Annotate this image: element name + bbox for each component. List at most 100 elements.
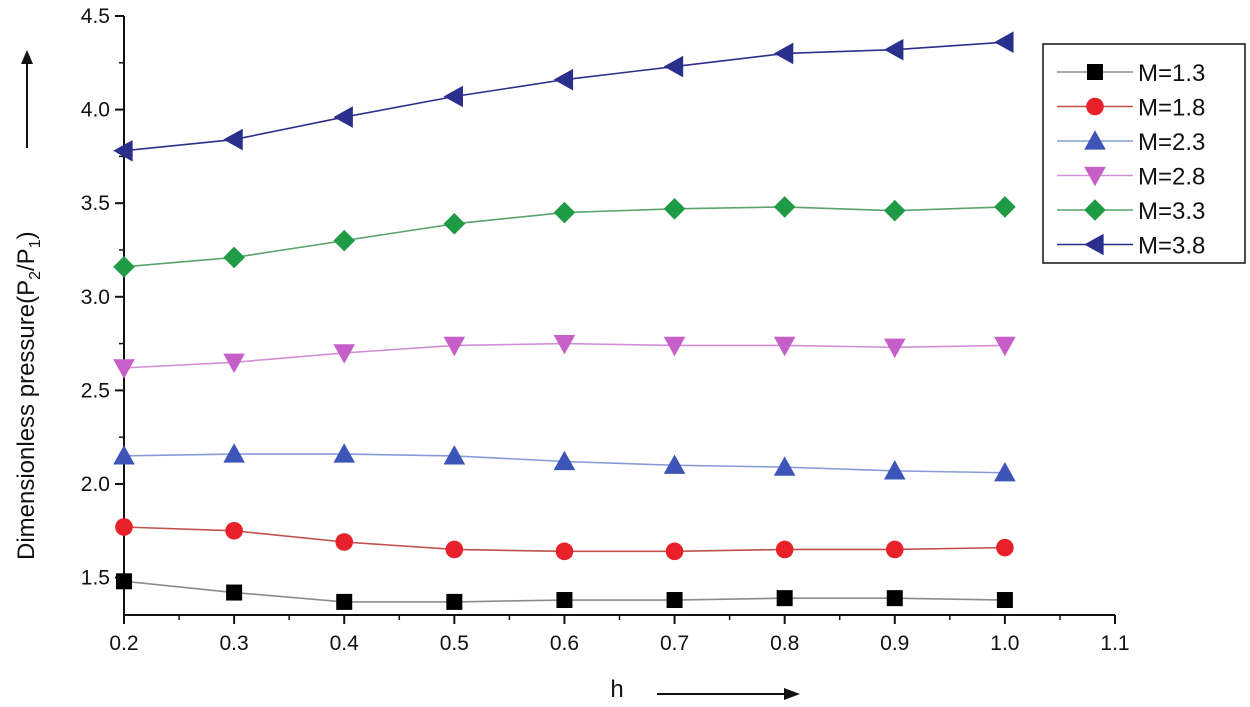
- data-point: [553, 450, 576, 471]
- data-point: [333, 229, 356, 252]
- x-axis-arrow: [657, 688, 800, 700]
- legend-item: M=3.3: [1057, 198, 1205, 225]
- data-point: [443, 212, 466, 235]
- data-point: [555, 542, 574, 561]
- series-m-3-8: [113, 31, 1014, 162]
- data-point: [994, 196, 1016, 218]
- x-tick-label: 0.3: [220, 632, 249, 655]
- data-point: [553, 68, 574, 91]
- data-point: [553, 334, 576, 355]
- y-tick-label: 2.5: [81, 379, 110, 402]
- legend-marker: [1084, 130, 1106, 150]
- data-point: [113, 359, 135, 379]
- x-tick-label: 1.1: [1100, 632, 1129, 655]
- y-axis-arrow: [21, 50, 33, 148]
- series-line: [123, 41, 1005, 152]
- data-point: [773, 456, 796, 476]
- data-point: [443, 336, 466, 357]
- data-point: [883, 460, 906, 480]
- legend-marker: [1087, 64, 1103, 80]
- legend-item: M=2.8: [1057, 164, 1205, 191]
- x-tick-label: 0.2: [109, 632, 138, 655]
- x-tick-label: 0.4: [330, 632, 360, 655]
- data-point: [445, 540, 464, 559]
- data-point: [335, 533, 354, 551]
- data-point: [226, 584, 243, 601]
- data-point: [225, 521, 243, 540]
- y-tick-label: 1.5: [81, 567, 110, 590]
- data-point: [883, 338, 906, 359]
- axis-ticks: 0.2 0.3 0.4 0.5 0.6 0.7 0.8 0.9 1.0 1.1 1.5 2.0 2.5 3…: [81, 5, 1130, 655]
- x-tick-label: 0.8: [770, 632, 799, 655]
- legend-marker: [1084, 233, 1104, 256]
- x-tick-label: 0.5: [440, 632, 469, 655]
- legend-label: M=1.3: [1138, 60, 1205, 87]
- data-point: [883, 38, 904, 61]
- legend-item: M=1.3: [1057, 60, 1205, 87]
- x-tick-label: 0.7: [660, 632, 689, 655]
- y-tick-label: 4.5: [81, 5, 110, 28]
- legend-item: M=2.3: [1057, 129, 1205, 156]
- y-tick-label: 3.5: [81, 192, 110, 215]
- legend: M=1.3 M=1.8 M=2.3 M=2.8 M=3.3 M=3.8: [1057, 60, 1205, 260]
- data-point: [666, 592, 683, 609]
- x-tick-label: 1.0: [990, 632, 1019, 655]
- legend-marker: [1084, 166, 1106, 187]
- data-point: [113, 256, 135, 278]
- data-point: [994, 31, 1014, 54]
- data-point: [553, 201, 576, 224]
- data-point: [996, 592, 1013, 609]
- data-point: [116, 573, 132, 590]
- legend-label: M=3.3: [1138, 198, 1205, 225]
- series-m-1-3: [116, 573, 1013, 610]
- data-point: [443, 445, 466, 465]
- data-point: [663, 198, 686, 220]
- y-tick-label: 4.0: [81, 99, 110, 122]
- data-point: [885, 540, 904, 559]
- series-m-2-3: [113, 443, 1016, 482]
- data-point: [223, 246, 245, 269]
- legend-label: M=3.8: [1138, 233, 1205, 260]
- data-point: [446, 593, 463, 610]
- data-point: [113, 139, 133, 162]
- y-axis-title: Dimensionless pressure(P2/P1): [13, 231, 44, 560]
- legend-marker: [1086, 97, 1104, 116]
- data-point: [663, 454, 686, 474]
- legend-marker: [1084, 199, 1106, 221]
- data-point: [994, 461, 1016, 482]
- data-point: [336, 593, 353, 610]
- y-tick-label: 2.0: [81, 473, 110, 496]
- data-point: [223, 443, 245, 463]
- legend-item: M=3.8: [1057, 233, 1205, 260]
- data-point: [775, 540, 794, 559]
- data-point: [773, 336, 796, 357]
- legend-label: M=2.3: [1138, 129, 1205, 156]
- data-point: [886, 590, 903, 607]
- data-point: [663, 336, 686, 357]
- data-point: [113, 445, 135, 465]
- data-point: [333, 443, 356, 463]
- legend-label: M=2.8: [1138, 164, 1205, 191]
- data-point: [773, 196, 796, 218]
- data-point: [556, 592, 573, 609]
- legend-box: [1042, 43, 1246, 264]
- data-point: [776, 590, 793, 607]
- data-point: [333, 106, 353, 128]
- data-point: [223, 128, 243, 151]
- data-point: [443, 85, 463, 108]
- data-point: [663, 55, 684, 78]
- data-point: [773, 42, 794, 65]
- data-point: [994, 336, 1016, 357]
- y-tick-label: 3.0: [81, 286, 110, 309]
- series-m-2-8: [113, 334, 1016, 379]
- series-layer: [113, 31, 1016, 610]
- x-tick-label: 0.6: [550, 632, 579, 655]
- x-tick-label: 0.9: [880, 632, 909, 655]
- series-m-1-8: [115, 518, 1014, 561]
- series-m-3-3: [113, 196, 1016, 278]
- data-point: [333, 344, 356, 364]
- data-point: [223, 353, 245, 374]
- legend-label: M=1.8: [1138, 95, 1205, 122]
- data-point: [115, 518, 133, 536]
